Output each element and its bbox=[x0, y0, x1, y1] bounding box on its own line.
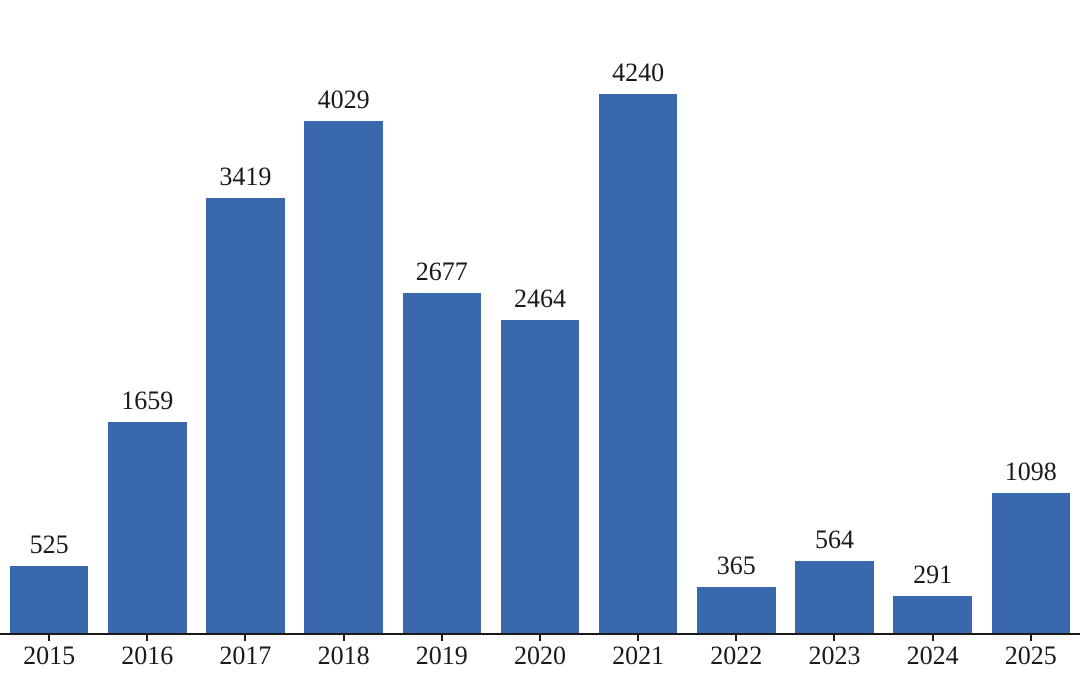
x-tick-label-2024: 2024 bbox=[906, 641, 959, 670]
bar-slot-2018: 4029 bbox=[295, 84, 393, 633]
x-tick-2022 bbox=[687, 635, 785, 641]
bar-2024 bbox=[893, 596, 972, 633]
bar-2015 bbox=[9, 566, 89, 633]
bar-slot-2021: 4240 bbox=[589, 60, 687, 633]
x-tick-2023 bbox=[785, 635, 883, 641]
tick-mark bbox=[637, 635, 640, 641]
bar-slot-2019: 2677 bbox=[393, 256, 491, 633]
bar-2020 bbox=[500, 319, 580, 633]
x-tick-2024 bbox=[884, 635, 982, 641]
bar-2019 bbox=[402, 292, 482, 633]
bar-2016 bbox=[107, 422, 187, 633]
bar-2018 bbox=[304, 120, 383, 633]
tick-mark bbox=[342, 635, 345, 641]
x-tick-label-2023: 2023 bbox=[808, 641, 861, 670]
bar-2025 bbox=[991, 493, 1071, 633]
bar-slot-2020: 2464 bbox=[491, 283, 589, 633]
tick-mark bbox=[833, 635, 836, 641]
x-tick-2020 bbox=[491, 635, 589, 641]
x-tick-label-2018: 2018 bbox=[317, 641, 370, 670]
bar-slot-2015: 525 bbox=[0, 532, 98, 633]
bar-value-label: 2677 bbox=[415, 256, 468, 286]
x-tick-label-2019: 2019 bbox=[415, 641, 468, 670]
bar-2017 bbox=[206, 198, 285, 633]
x-tick-label-2020: 2020 bbox=[513, 641, 566, 670]
bar-value-label: 2464 bbox=[513, 283, 566, 313]
bar-value-label: 525 bbox=[29, 530, 69, 560]
bar-value-label: 4240 bbox=[612, 58, 665, 87]
bar-value-label: 3419 bbox=[219, 162, 272, 192]
bar-2022 bbox=[697, 586, 776, 633]
bar-slot-2022: 365 bbox=[687, 550, 785, 633]
x-tick-2018 bbox=[295, 635, 393, 641]
x-tick-2016 bbox=[98, 635, 196, 641]
tick-mark bbox=[244, 635, 247, 641]
bar-value-label: 1659 bbox=[121, 386, 174, 416]
bar-slot-2024: 291 bbox=[884, 562, 982, 633]
bar-value-label: 4029 bbox=[317, 84, 370, 114]
plot-area: 525 1659 3419 4029 2677 2464 4240 365 564 291 1098 bbox=[0, 60, 1080, 633]
tick-mark bbox=[440, 635, 443, 641]
x-tick-label-2015: 2015 bbox=[23, 641, 76, 670]
tick-mark bbox=[931, 635, 934, 641]
x-axis-ticks bbox=[0, 635, 1080, 641]
bar-slot-2025: 1098 bbox=[982, 459, 1080, 633]
bar-2023 bbox=[795, 561, 874, 633]
tick-mark bbox=[735, 635, 738, 641]
x-tick-2021 bbox=[589, 635, 687, 641]
x-tick-label-2016: 2016 bbox=[121, 641, 174, 670]
bar-value-label: 365 bbox=[716, 550, 756, 580]
tick-mark bbox=[48, 635, 51, 641]
bar-value-label: 1098 bbox=[1004, 457, 1057, 487]
bar-value-label: 291 bbox=[913, 560, 953, 589]
x-tick-2015 bbox=[0, 635, 98, 641]
tick-mark bbox=[146, 635, 149, 641]
x-axis-line bbox=[0, 633, 1080, 635]
bar-slot-2016: 1659 bbox=[98, 388, 196, 633]
tick-mark bbox=[538, 635, 541, 641]
tick-mark bbox=[1029, 635, 1032, 641]
x-tick-label-2025: 2025 bbox=[1004, 641, 1057, 670]
x-tick-2019 bbox=[393, 635, 491, 641]
bar-slot-2023: 564 bbox=[785, 527, 883, 633]
bar-slot-2017: 3419 bbox=[196, 164, 294, 633]
x-tick-label-2021: 2021 bbox=[612, 641, 665, 670]
x-tick-label-2022: 2022 bbox=[710, 641, 763, 670]
x-tick-label-2017: 2017 bbox=[219, 641, 272, 670]
x-tick-2017 bbox=[196, 635, 294, 641]
x-tick-2025 bbox=[982, 635, 1080, 641]
bar-value-label: 564 bbox=[814, 525, 854, 555]
bar-2021 bbox=[598, 94, 678, 633]
x-axis-labels: 2015 2016 2017 2018 2019 2020 2021 2022 2023 2024… bbox=[0, 641, 1080, 671]
